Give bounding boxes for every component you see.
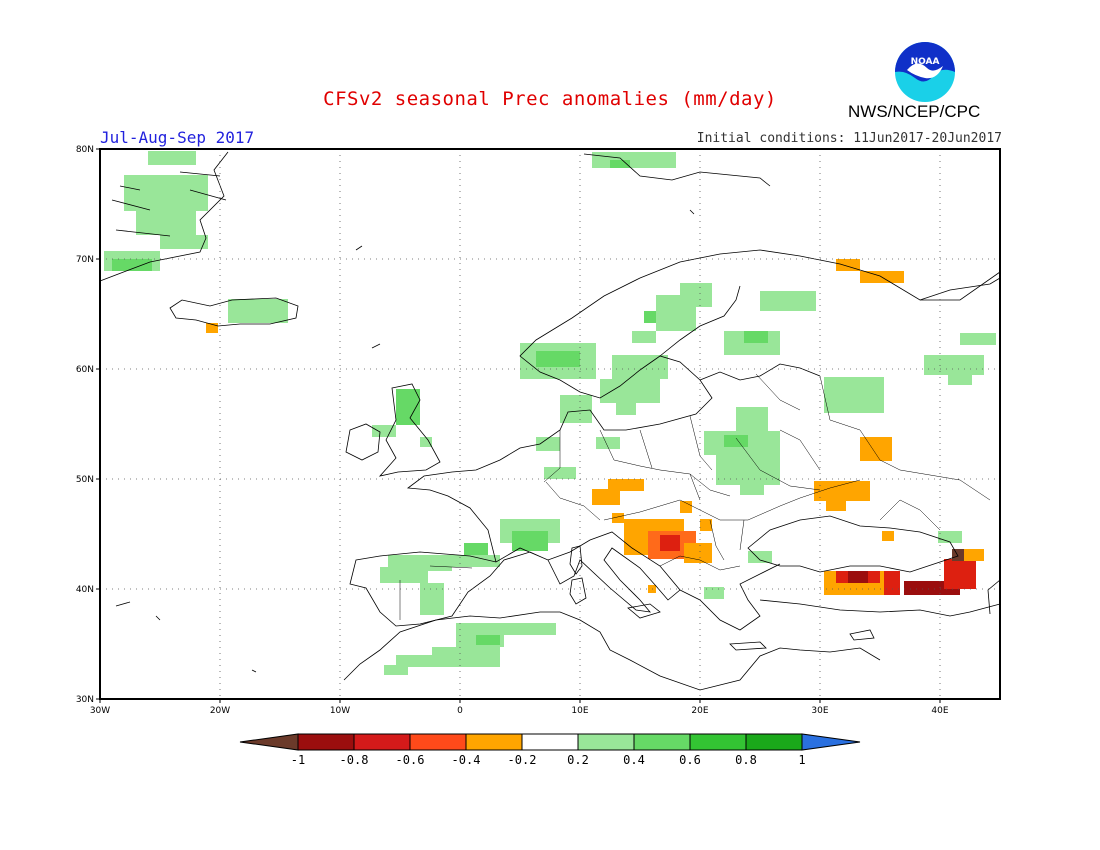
country-borders (399, 373, 991, 620)
colorbar-label: 0.4 (623, 753, 645, 767)
y-tick-label: 40N (76, 585, 94, 595)
colorbar-label: -0.8 (340, 753, 369, 767)
coastlines (99, 151, 1001, 691)
colorbar-label: -1 (291, 753, 305, 767)
colorbar-swatch (689, 733, 747, 751)
x-tick-label: 30E (811, 706, 828, 716)
colorbar-swatch (521, 733, 579, 751)
colorbar-swatch (745, 733, 803, 751)
logo-text: NOAA (911, 57, 940, 67)
noaa-logo-icon: NOAA (895, 42, 955, 102)
x-tick-label: 20W (210, 706, 230, 716)
colorbar-label: 0.8 (735, 753, 757, 767)
agency-label: NWS/NCEP/CPC (848, 102, 981, 121)
axis-ticks: 30W 20W 10W 0 10E 20E 30E 40E 80N 70N 60N 50N 40N 30N (76, 145, 949, 716)
colorbar-label: 1 (798, 753, 805, 767)
colorbar-swatch (353, 733, 411, 751)
x-tick-label: 40E (931, 706, 948, 716)
x-tick-label: 10W (330, 706, 350, 716)
colorbar-label: -0.2 (508, 753, 537, 767)
anomaly-cells (104, 151, 996, 675)
x-tick-label: 0 (457, 706, 463, 716)
x-tick-label: 10E (571, 706, 588, 716)
colorbar: -1 -0.8 -0.6 -0.4 -0.2 0.2 0.4 0.6 0.8 1 (239, 733, 861, 767)
map-frame (99, 148, 1001, 700)
colorbar-label: 0.2 (567, 753, 589, 767)
colorbar-swatch (577, 733, 635, 751)
y-tick-label: 60N (76, 365, 94, 375)
colorbar-high-extension (801, 733, 861, 751)
initial-conditions: Initial conditions: 11Jun2017-20Jun2017 (696, 131, 1002, 146)
graticule (100, 149, 1000, 699)
colorbar-label: -0.4 (452, 753, 481, 767)
y-tick-label: 30N (76, 695, 94, 705)
map-background (100, 149, 1000, 699)
colorbar-label: 0.6 (679, 753, 701, 767)
y-tick-label: 80N (76, 145, 94, 155)
y-tick-label: 70N (76, 255, 94, 265)
chart-title: CFSv2 seasonal Prec anomalies (mm/day) (323, 88, 777, 110)
colorbar-swatch (409, 733, 467, 751)
colorbar-low-extension (239, 733, 299, 751)
colorbar-swatch (465, 733, 523, 751)
x-tick-label: 20E (691, 706, 708, 716)
colorbar-swatch (297, 733, 355, 751)
colorbar-label: -0.6 (396, 753, 425, 767)
y-tick-label: 50N (76, 475, 94, 485)
colorbar-swatch (633, 733, 691, 751)
x-tick-label: 30W (90, 706, 110, 716)
forecast-period: Jul-Aug-Sep 2017 (100, 128, 255, 147)
